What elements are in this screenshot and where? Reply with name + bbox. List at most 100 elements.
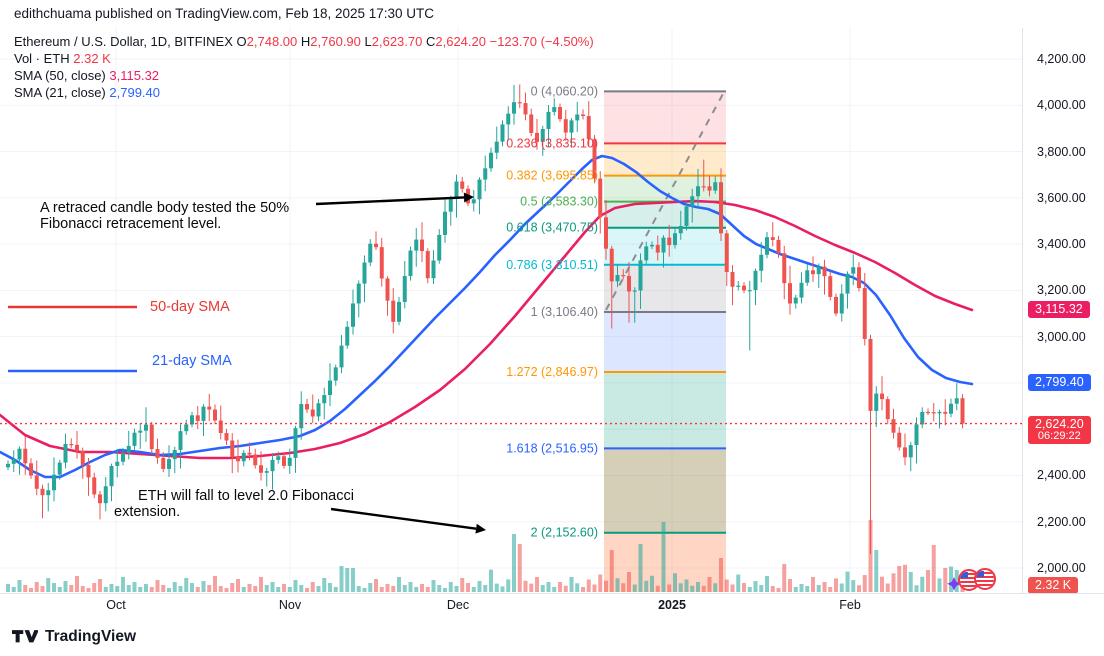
volume-bar: [270, 582, 275, 592]
candle-body: [75, 444, 79, 451]
candle-body: [414, 239, 419, 251]
sma21-callout-label[interactable]: 21-day SMA: [152, 353, 232, 369]
volume-bar: [862, 575, 867, 592]
candle-body: [839, 293, 844, 314]
candle-body: [586, 116, 591, 140]
candle-body: [425, 251, 430, 279]
tradingview-brand[interactable]: TradingView: [12, 628, 136, 646]
candle-body: [805, 270, 810, 283]
candle-body: [282, 456, 286, 466]
sma50-row[interactable]: SMA (50, close) 3,115.32: [14, 67, 594, 84]
volume-bar: [569, 577, 574, 592]
y-axis-label: 2,000.00: [1037, 561, 1086, 575]
symbol-title[interactable]: Ethereum / U.S. Dollar, 1D, BITFINEX: [14, 34, 233, 49]
volume-bar: [63, 581, 68, 592]
volume-bar: [11, 587, 16, 592]
volume-bar: [512, 534, 516, 592]
candle-body: [46, 490, 51, 496]
candle-body: [448, 199, 453, 212]
sma50-callout-label[interactable]: 50-day SMA: [150, 299, 230, 315]
change-value: −123.70 (−4.50%): [489, 34, 594, 49]
volume-bar: [80, 586, 85, 592]
volume-bar: [701, 585, 706, 592]
volume-bar: [190, 583, 194, 592]
chart-legend[interactable]: Ethereum / U.S. Dollar, 1D, BITFINEX O2,…: [14, 33, 594, 101]
candle-body: [241, 452, 246, 462]
volume-bar: [632, 584, 637, 592]
volume-bar: [46, 578, 51, 592]
volume-bar: [471, 587, 476, 592]
symbol-row[interactable]: Ethereum / U.S. Dollar, 1D, BITFINEX O2,…: [14, 33, 594, 50]
volume-bar: [259, 577, 263, 592]
time-axis[interactable]: Oct Nov Dec 2025 Feb: [0, 593, 1104, 620]
candle-body: [103, 486, 108, 504]
annotation-fib-extension[interactable]: ETH will fall to level 2.0 Fibonacci ext…: [114, 488, 354, 520]
volume-row[interactable]: Vol · ETH 2.32 K: [14, 50, 594, 67]
candle-body: [57, 462, 62, 475]
volume-bar: [115, 586, 120, 592]
price-axis[interactable]: 3,115.32 2,799.40 2,624.20 06:29:22 2.32…: [1022, 28, 1104, 594]
fib-band: [604, 448, 726, 533]
candle-body: [960, 398, 965, 424]
candle-body: [34, 475, 39, 489]
ohlc-low-label: L: [364, 34, 372, 49]
volume-bar: [914, 585, 919, 592]
volume-bar: [834, 578, 838, 592]
volume-bar: [684, 579, 689, 592]
volume-bar: [460, 578, 465, 592]
candle-body: [52, 474, 56, 491]
candle-body: [857, 267, 861, 289]
volume-bar: [172, 582, 177, 592]
volume-bar: [776, 588, 781, 592]
candle-body: [63, 444, 68, 463]
candle-body: [943, 411, 948, 414]
candle-body: [23, 448, 28, 464]
annotation-arrows: [8, 192, 486, 534]
candle-body: [316, 403, 321, 417]
candle-body: [144, 424, 148, 431]
candle-body: [604, 217, 608, 249]
x-axis-label: Dec: [446, 598, 470, 612]
candle-body: [351, 303, 355, 327]
fib-band: [604, 264, 726, 313]
volume-bar: [770, 586, 775, 592]
volume-bar: [609, 550, 614, 592]
volume-bar: [385, 584, 390, 592]
volume-bar: [546, 582, 551, 592]
volume-bar: [98, 579, 102, 592]
volume-label: Vol · ETH: [14, 51, 70, 66]
candle-body: [759, 254, 764, 271]
candle-body: [569, 120, 574, 133]
volume-bar: [17, 580, 22, 592]
volume-bar: [644, 580, 649, 592]
candle-body: [690, 196, 695, 207]
volume-bar: [92, 583, 97, 592]
annotation-fib-50[interactable]: A retraced candle body tested the 50% Fi…: [40, 200, 290, 232]
volume-bar: [954, 570, 959, 592]
candle-body: [868, 338, 873, 411]
candle-body: [190, 415, 194, 425]
candle-body: [333, 367, 338, 381]
volume-bar: [949, 566, 953, 592]
fib-labels: 0 (4,060.20) 0.236 (3,835.10) 0.382 (3,695…: [506, 84, 598, 539]
candle-body: [874, 393, 879, 411]
x-axis-label: Feb: [839, 598, 861, 612]
sma21-row[interactable]: SMA (21, close) 2,799.40: [14, 84, 594, 101]
volume-bar: [23, 585, 28, 592]
volume-bar: [903, 564, 907, 592]
fib-level-label: 1.618 (2,516.95): [506, 441, 598, 455]
candle-body: [149, 424, 154, 450]
candle-body: [126, 445, 131, 453]
candle-body: [184, 424, 189, 432]
sma50-curve: [0, 199, 974, 460]
volume-bar: [282, 584, 286, 592]
candle-body: [132, 432, 137, 446]
candle-body: [765, 237, 769, 255]
volume-bar: [391, 586, 396, 592]
candle-body: [500, 124, 505, 142]
candle-body: [247, 452, 252, 455]
fib-band: [604, 312, 726, 373]
volume-bar: [293, 580, 298, 592]
candle-body: [885, 399, 890, 420]
